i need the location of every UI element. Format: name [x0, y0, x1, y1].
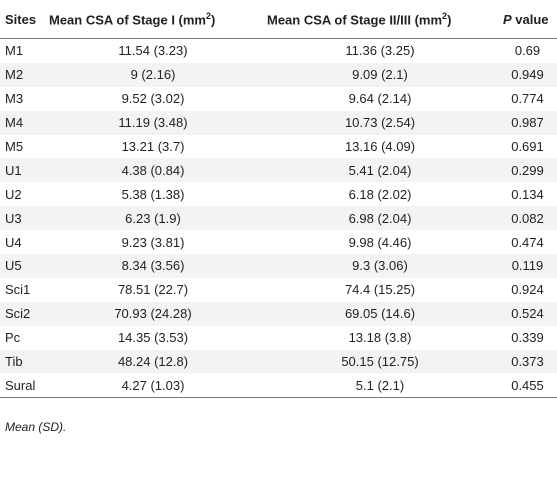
table-cell: 78.51 (22.7) — [117, 282, 189, 298]
header-tail: ) — [447, 12, 452, 28]
table-row: U4 9.23 (3.81) 9.98 (4.46) 0.474 — [0, 230, 557, 254]
table-cell: 0.373 — [498, 349, 557, 374]
table-cell: 11.19 (3.48) — [44, 110, 262, 135]
table-cell: 0.455 — [498, 373, 557, 399]
table-cell: 5.38 (1.38) — [121, 186, 185, 202]
table-cell: 0.082 — [498, 206, 557, 231]
table-cell: U3 — [0, 206, 44, 231]
table-row: Pc 14.35 (3.53) 13.18 (3.8) 0.339 — [0, 326, 557, 350]
table-row: U3 6.23 (1.9) 6.98 (2.04) 0.082 — [0, 206, 557, 231]
header-sup: 2 — [442, 10, 448, 21]
table-cell: 13.16 (4.09) — [344, 139, 416, 154]
table-cell: 0.691 — [511, 139, 544, 154]
table-cell: 9.23 (3.81) — [121, 234, 185, 250]
table-row: Sural 4.27 (1.03) 5.1 (2.1) 0.455 — [0, 373, 557, 399]
table-row: M4 11.19 (3.48) 10.73 (2.54) 0.987 — [0, 110, 557, 135]
table-cell: Sci1 — [5, 282, 31, 298]
table-cell: 0.474 — [511, 234, 544, 250]
table-row: Sci1 78.51 (22.7) 74.4 (15.25) 0.924 — [0, 278, 557, 302]
table-cell: 0.524 — [498, 301, 557, 326]
table-cell: U2 — [5, 186, 22, 202]
table-cell: 13.21 (3.7) — [121, 139, 185, 154]
header-tail: ) — [211, 12, 216, 28]
table-cell: 9.3 (3.06) — [262, 254, 498, 278]
table-cell: 4.38 (0.84) — [44, 158, 262, 183]
table-cell: 0.924 — [511, 282, 544, 298]
header-text: Mean CSA of Stage I (mm — [49, 12, 206, 28]
table-cell: 0.69 — [514, 43, 541, 59]
table-row: M3 9.52 (3.02) 9.64 (2.14) 0.774 — [0, 87, 557, 111]
table-cell: U4 — [5, 234, 22, 250]
table-row: Tib 48.24 (12.8) 50.15 (12.75) 0.373 — [0, 349, 557, 374]
table-cell: 4.27 (1.03) — [44, 373, 262, 399]
header-sup: 2 — [205, 10, 211, 21]
table-cell: 0.134 — [511, 186, 544, 202]
table-cell: 5.1 (2.1) — [262, 373, 498, 399]
table-cell: 13.18 (3.8) — [348, 330, 412, 346]
header-cell: Mean CSA of Stage I (mm2) — [44, 0, 262, 39]
header-cell: Mean CSA of Stage II/III (mm2) — [262, 0, 498, 39]
data-table: Sites Mean CSA of Stage I (mm2) Mean CSA o… — [0, 0, 557, 399]
table-cell: M4 — [0, 110, 44, 135]
header-italic: P — [503, 11, 512, 27]
table-cell: Pc — [5, 330, 21, 346]
table-cell: 9 (2.16) — [44, 62, 262, 87]
table-cell: M3 — [5, 91, 24, 107]
table-cell: Sci2 — [0, 301, 44, 326]
table-cell: M2 — [0, 62, 44, 87]
table-cell: 0.949 — [498, 62, 557, 87]
header-text: value — [511, 11, 549, 27]
footnote: Mean (SD). — [5, 420, 67, 435]
table-cell: 48.24 (12.8) — [44, 349, 262, 374]
table-cell: 74.4 (15.25) — [344, 282, 416, 298]
header-row: Sites Mean CSA of Stage I (mm2) Mean CSA o… — [0, 0, 557, 39]
table-row: Sci2 70.93 (24.28) 69.05 (14.6) 0.524 — [0, 301, 557, 326]
table-cell: 9.09 (2.1) — [262, 62, 498, 87]
table-cell: 0.774 — [511, 91, 544, 107]
table-cell: 8.34 (3.56) — [44, 254, 262, 278]
table-cell: 11.36 (3.25) — [345, 43, 415, 59]
table-cell: 14.35 (3.53) — [117, 330, 189, 346]
table-row: M1 11.54 (3.23) 11.36 (3.25) 0.69 — [0, 39, 557, 63]
table-cell: 9.98 (4.46) — [348, 234, 412, 250]
table-cell: Tib — [0, 349, 44, 374]
table-cell: M5 — [5, 139, 24, 154]
table-cell: Sural — [0, 373, 44, 399]
table-cell: 6.18 (2.02) — [348, 186, 412, 202]
table-row: M2 9 (2.16) 9.09 (2.1) 0.949 — [0, 62, 557, 87]
table-row: U5 8.34 (3.56) 9.3 (3.06) 0.119 — [0, 254, 557, 278]
table-cell: 50.15 (12.75) — [262, 349, 498, 374]
table-cell: 10.73 (2.54) — [262, 110, 498, 135]
table-row: U2 5.38 (1.38) 6.18 (2.02) 0.134 — [0, 182, 557, 206]
table-cell: 9.64 (2.14) — [348, 91, 412, 107]
table-cell: 0.119 — [498, 254, 557, 278]
table-cell: 6.98 (2.04) — [262, 206, 498, 231]
table-cell: 69.05 (14.6) — [262, 301, 498, 326]
header-cell: Sites — [0, 0, 44, 39]
header-text: Sites — [5, 11, 37, 27]
table-cell: 70.93 (24.28) — [44, 301, 262, 326]
table-cell: 0.299 — [498, 158, 557, 183]
table-cell: 11.54 (3.23) — [118, 43, 188, 59]
table-cell: U1 — [0, 158, 44, 183]
header-cell: P value — [498, 0, 557, 39]
table-cell: 6.23 (1.9) — [44, 206, 262, 231]
table-row: M5 13.21 (3.7) 13.16 (4.09) 0.691 — [0, 135, 557, 159]
table-cell: 5.41 (2.04) — [262, 158, 498, 183]
table-cell: U5 — [0, 254, 44, 278]
table-body: M1 11.54 (3.23) 11.36 (3.25) 0.69 M2 9 (2.16)… — [0, 39, 557, 399]
table-cell: 0.339 — [511, 330, 544, 346]
table-row: U1 4.38 (0.84) 5.41 (2.04) 0.299 — [0, 158, 557, 183]
table-cell: M1 — [5, 43, 24, 59]
table-cell: 9.52 (3.02) — [121, 91, 185, 107]
header-text: Mean CSA of Stage II/III (mm — [267, 12, 443, 28]
table-cell: 0.987 — [498, 110, 557, 135]
